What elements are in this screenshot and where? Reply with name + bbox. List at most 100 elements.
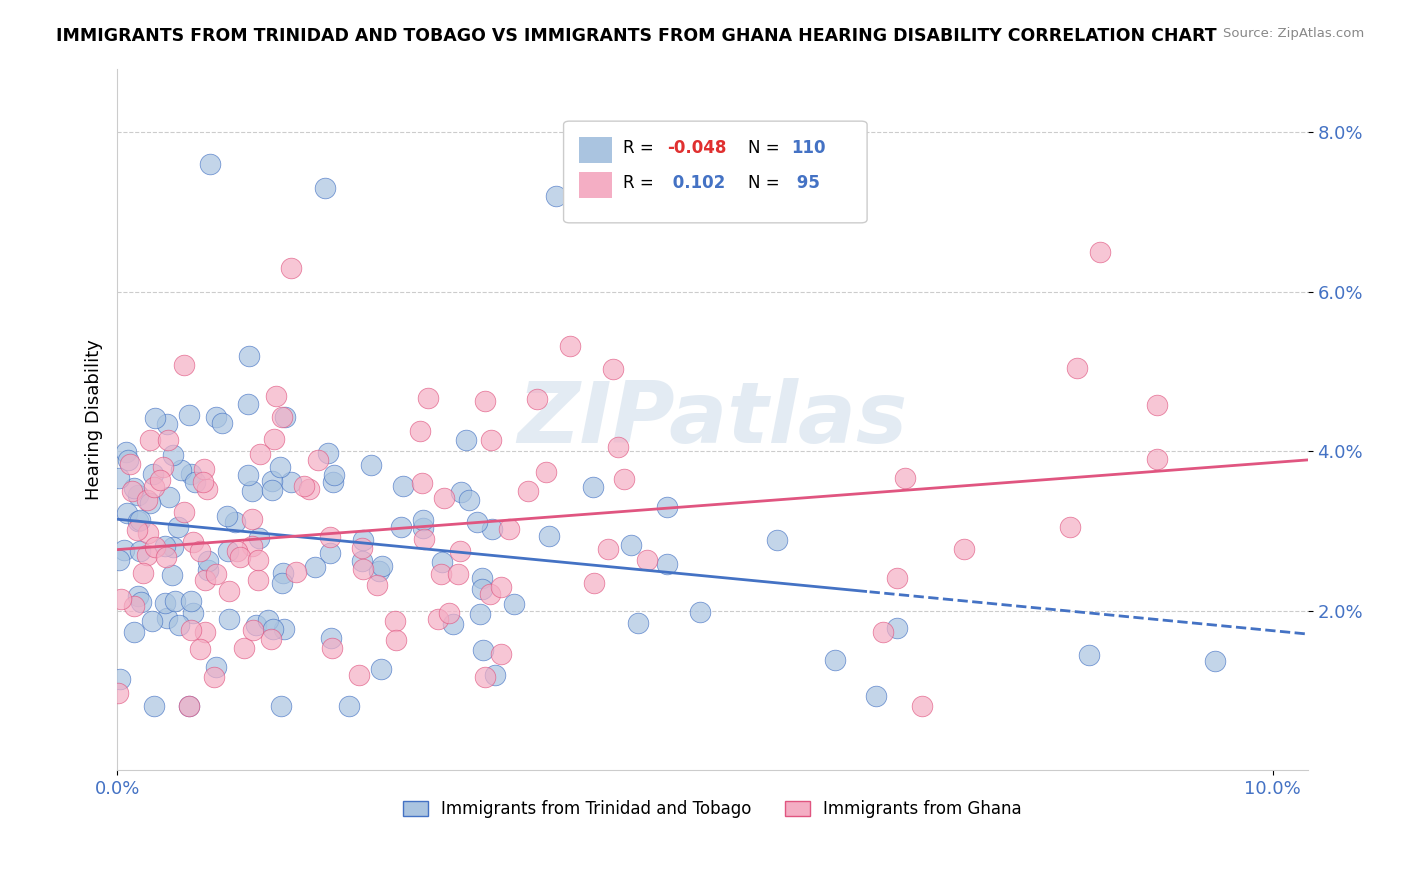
Point bbox=[371, 558, 394, 573]
Point bbox=[307, 452, 329, 467]
Point bbox=[228, 550, 250, 565]
Point bbox=[314, 181, 336, 195]
Point bbox=[292, 479, 315, 493]
Point bbox=[409, 424, 432, 438]
Point bbox=[155, 550, 177, 565]
Point bbox=[392, 479, 415, 493]
Point bbox=[263, 432, 285, 446]
Point bbox=[139, 433, 162, 447]
Point bbox=[627, 616, 650, 631]
Point bbox=[138, 525, 160, 540]
Point bbox=[352, 533, 374, 547]
Point bbox=[316, 446, 339, 460]
Point bbox=[583, 576, 606, 591]
Point bbox=[165, 593, 187, 607]
Point bbox=[170, 463, 193, 477]
Point bbox=[474, 394, 496, 409]
Point bbox=[226, 543, 249, 558]
Point bbox=[607, 440, 630, 454]
Point bbox=[360, 458, 382, 472]
Point bbox=[304, 559, 326, 574]
Point bbox=[270, 410, 292, 425]
Point bbox=[127, 589, 149, 603]
Point bbox=[162, 540, 184, 554]
Point bbox=[479, 433, 502, 447]
Point bbox=[636, 552, 658, 566]
Point bbox=[245, 618, 267, 632]
Point bbox=[260, 632, 283, 646]
FancyBboxPatch shape bbox=[564, 121, 868, 223]
Point bbox=[224, 515, 246, 529]
Point bbox=[449, 544, 471, 558]
Point bbox=[260, 475, 283, 489]
Point bbox=[437, 606, 460, 620]
Text: Source: ZipAtlas.com: Source: ZipAtlas.com bbox=[1223, 27, 1364, 40]
Text: 0.102: 0.102 bbox=[666, 174, 725, 192]
Point bbox=[124, 624, 146, 639]
Point bbox=[260, 483, 283, 497]
Point bbox=[886, 622, 908, 636]
Point bbox=[197, 563, 219, 577]
Point bbox=[471, 582, 494, 596]
Point bbox=[416, 392, 439, 406]
Point bbox=[349, 668, 371, 682]
Text: N =: N = bbox=[748, 174, 785, 192]
Point bbox=[824, 653, 846, 667]
Point bbox=[526, 392, 548, 406]
Point bbox=[458, 493, 481, 508]
Point bbox=[411, 475, 433, 490]
Point bbox=[319, 632, 342, 646]
Point bbox=[657, 558, 679, 572]
Point bbox=[322, 475, 344, 489]
Point bbox=[894, 470, 917, 484]
Point bbox=[115, 445, 138, 459]
Point bbox=[110, 672, 132, 686]
Point bbox=[470, 607, 492, 621]
Point bbox=[115, 507, 138, 521]
Point bbox=[143, 699, 166, 714]
Point bbox=[582, 480, 605, 494]
Point bbox=[472, 643, 495, 657]
Point bbox=[240, 483, 263, 498]
Text: 110: 110 bbox=[792, 139, 825, 157]
Point bbox=[180, 623, 202, 637]
Text: N =: N = bbox=[748, 139, 785, 157]
Point bbox=[433, 491, 456, 505]
Point bbox=[156, 433, 179, 447]
Point bbox=[247, 553, 270, 567]
Point bbox=[489, 647, 512, 661]
Text: IMMIGRANTS FROM TRINIDAD AND TOBAGO VS IMMIGRANTS FROM GHANA HEARING DISABILITY : IMMIGRANTS FROM TRINIDAD AND TOBAGO VS I… bbox=[56, 27, 1216, 45]
Point bbox=[284, 566, 307, 580]
Text: -0.048: -0.048 bbox=[666, 139, 727, 157]
Point bbox=[122, 481, 145, 495]
Point bbox=[412, 521, 434, 535]
Point bbox=[620, 538, 643, 552]
Point bbox=[204, 659, 226, 673]
Point bbox=[143, 541, 166, 555]
Point bbox=[323, 467, 346, 482]
Point bbox=[270, 576, 292, 591]
Point bbox=[274, 410, 297, 425]
Point bbox=[173, 505, 195, 519]
Y-axis label: Hearing Disability: Hearing Disability bbox=[86, 339, 103, 500]
Point bbox=[197, 554, 219, 568]
Point bbox=[471, 570, 494, 584]
Point bbox=[465, 515, 488, 529]
Point bbox=[188, 642, 211, 657]
Point bbox=[194, 624, 217, 639]
Point bbox=[236, 468, 259, 483]
Point bbox=[180, 467, 202, 481]
Point bbox=[249, 447, 271, 461]
Point bbox=[321, 640, 343, 655]
Point bbox=[280, 260, 302, 275]
Point bbox=[153, 539, 176, 553]
Point bbox=[232, 641, 254, 656]
Point bbox=[179, 699, 201, 714]
Point bbox=[238, 349, 260, 363]
Point bbox=[246, 573, 269, 587]
Point bbox=[952, 542, 974, 557]
Point bbox=[350, 541, 373, 556]
Point bbox=[865, 689, 887, 703]
Point bbox=[269, 460, 291, 475]
Point bbox=[120, 457, 142, 471]
